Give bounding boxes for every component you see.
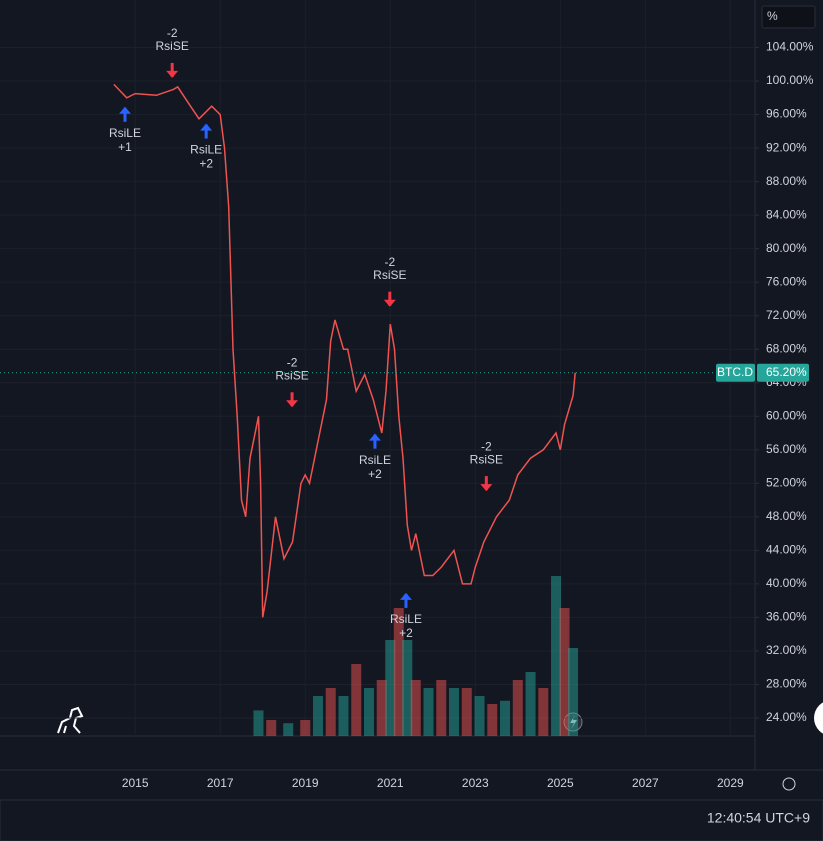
y-tick-label: 56.00% (766, 442, 807, 456)
signal-label: RsiSE (373, 268, 406, 282)
unit-box[interactable] (761, 5, 816, 29)
volume-bar (487, 704, 498, 736)
signal-arrowhead (368, 433, 381, 441)
volume-bar (525, 672, 536, 736)
volume-bar (338, 696, 349, 736)
signal-label: RsiSE (470, 452, 503, 466)
y-tick-label: 72.00% (766, 308, 807, 322)
last-value-label: 65.20% (766, 365, 807, 379)
series-name: BTC.D (717, 365, 753, 379)
y-tick-label: 92.00% (766, 140, 807, 154)
y-tick-label: 80.00% (766, 241, 807, 255)
volume-bar (351, 664, 362, 736)
last-value-tag (757, 363, 809, 382)
signal-label: +1 (118, 140, 132, 154)
signal-label: -2 (167, 26, 178, 40)
signal-label: RsiSE (275, 368, 308, 382)
y-tick-label: 104.00% (766, 40, 814, 54)
signal-arrowhead (286, 400, 299, 408)
volume-bar (461, 688, 472, 736)
y-tick-label: 32.00% (766, 643, 807, 657)
signal-label: RsiSE (155, 39, 188, 53)
footer-bar (0, 799, 823, 841)
y-tick-label: 60.00% (766, 408, 807, 422)
y-tick-label: 84.00% (766, 207, 807, 221)
y-tick-label: 88.00% (766, 174, 807, 188)
signal-label: +2 (368, 467, 382, 481)
volume-bar (283, 723, 294, 736)
edge-button[interactable] (814, 700, 823, 736)
volume-bar (436, 680, 447, 736)
y-tick-label: 36.00% (766, 610, 807, 624)
x-tick-label: 2019 (292, 776, 319, 790)
volume-bar (500, 700, 511, 736)
y-tick-label: 40.00% (766, 576, 807, 590)
price-line (113, 83, 576, 618)
y-tick-label: 28.00% (766, 677, 807, 691)
x-tick-label: 2029 (717, 776, 744, 790)
volume-bar (423, 688, 434, 736)
x-tick-label: 2021 (377, 776, 404, 790)
volume-bar (266, 720, 277, 736)
signal-label: RsiLE (390, 612, 422, 626)
y-tick-label: 44.00% (766, 543, 807, 557)
signal-label: -2 (481, 439, 492, 453)
signal-arrowhead (118, 106, 131, 114)
y-tick-label: 24.00% (766, 710, 807, 724)
y-tick-label: 100.00% (766, 73, 814, 87)
x-tick-label: 2027 (632, 776, 659, 790)
volume-bar (538, 688, 549, 736)
clock: 12:40:54 UTC+9 (707, 810, 810, 826)
signal-arrowhead (200, 123, 213, 131)
logo (57, 706, 84, 734)
volume-bar (410, 680, 421, 736)
signal-label: RsiLE (359, 453, 391, 467)
volume-bar (385, 640, 396, 736)
settings-icon[interactable] (782, 777, 796, 791)
volume-bar (474, 696, 485, 736)
volume-bar (300, 720, 311, 736)
signal-label: -2 (287, 355, 298, 369)
signal-arrowhead (383, 299, 396, 307)
volume-bar (393, 608, 404, 736)
unit-label: % (767, 9, 778, 23)
y-tick-label: 96.00% (766, 107, 807, 121)
volume-bar (253, 710, 264, 736)
y-tick-label: 76.00% (766, 274, 807, 288)
signal-label: RsiLE (109, 126, 141, 140)
volume-bar (402, 640, 413, 736)
x-tick-label: 2023 (462, 776, 489, 790)
signal-arrowhead (480, 484, 493, 492)
signal-label: -2 (384, 255, 395, 269)
x-tick-label: 2025 (547, 776, 574, 790)
volume-bar (363, 688, 374, 736)
signal-label: +2 (399, 626, 413, 640)
series-name-tag (716, 363, 755, 382)
signal-arrowhead (399, 592, 412, 600)
volume-bar (551, 576, 562, 736)
volume-bar (312, 696, 323, 736)
y-tick-label: 68.00% (766, 341, 807, 355)
x-tick-label: 2017 (207, 776, 234, 790)
volume-bar (512, 680, 523, 736)
x-tick-label: 2015 (122, 776, 149, 790)
y-tick-label: 48.00% (766, 509, 807, 523)
signal-label: +2 (199, 157, 213, 171)
volume-bar (568, 648, 579, 736)
volume-bar (559, 608, 570, 736)
volume-bar (376, 680, 387, 736)
grid-layer (0, 0, 755, 736)
signal-label: RsiLE (190, 143, 222, 157)
volume-bar (325, 688, 336, 736)
y-tick-label: 52.00% (766, 475, 807, 489)
volume-bar (449, 688, 460, 736)
signal-arrowhead (166, 70, 179, 78)
